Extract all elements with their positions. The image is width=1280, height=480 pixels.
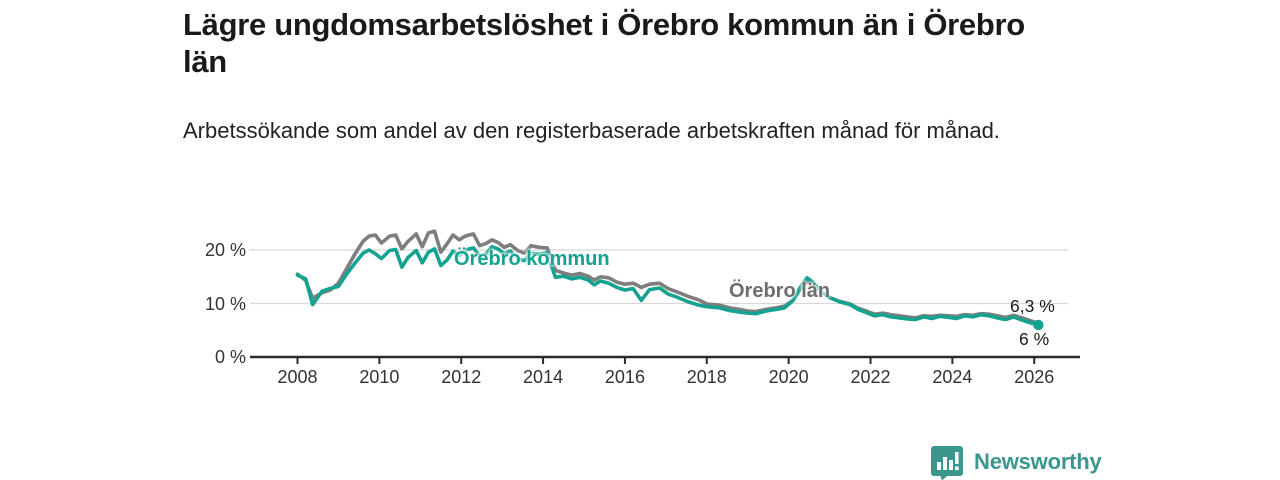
end-value-label-lan: 6,3 %	[1010, 296, 1055, 316]
y-axis-tick-label: 20 %	[204, 240, 246, 260]
x-axis-tick-label: 2024	[932, 367, 973, 387]
y-axis-tick-label: 10 %	[204, 293, 246, 314]
series-label-orebro-lan: Örebro län	[729, 280, 831, 302]
end-value-label-kommun: 6 %	[1019, 329, 1050, 349]
series-line--rebro-kommun	[295, 245, 1041, 327]
x-axis-tick-label: 2020	[768, 367, 809, 387]
x-axis-tick-label: 2016	[604, 367, 645, 387]
x-axis-tick-label: 2022	[850, 367, 891, 387]
series-end-dot	[1033, 319, 1044, 331]
x-axis-tick-label: 2014	[523, 367, 564, 387]
series-label-orebro-kommun: Örebro kommun	[454, 248, 610, 270]
x-axis-tick-label: 2012	[441, 367, 482, 387]
page-title: Lägre ungdomsarbetslöshet i Örebro kommu…	[183, 7, 1025, 80]
x-axis-tick-label: 2018	[686, 367, 727, 387]
x-axis-tick-label: 2010	[359, 367, 400, 387]
page-subtitle: Arbetssökande som andel av den registerb…	[183, 118, 1000, 143]
brand-wordmark: Newsworthy	[974, 449, 1102, 474]
series-line--rebro-l-n	[295, 229, 1041, 326]
x-axis-tick-label: 2026	[1014, 367, 1055, 387]
bar-chart-speech-bubble-icon	[931, 446, 963, 480]
y-axis-tick-label: 0 %	[214, 347, 246, 367]
newsworthy-logo: Newsworthy	[930, 444, 1102, 480]
x-axis-tick-label: 2008	[277, 367, 318, 387]
